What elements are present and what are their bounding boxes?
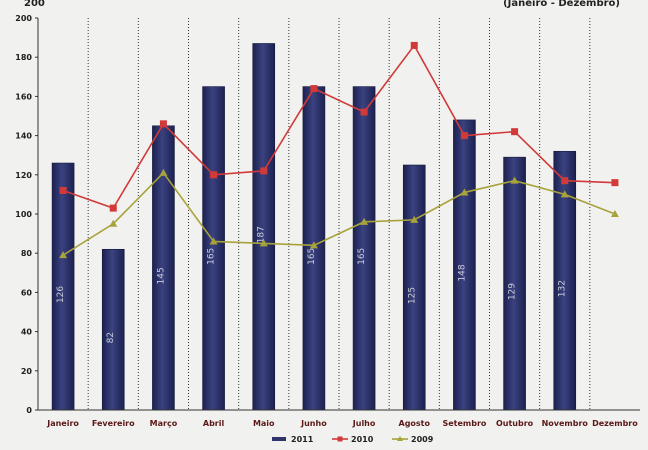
marker-2010 <box>159 120 167 128</box>
marker-2010 <box>460 132 468 140</box>
marker-2010 <box>561 177 569 185</box>
bar-data-label: 148 <box>457 264 467 281</box>
marker-2010 <box>260 167 268 175</box>
marker-2010 <box>410 41 418 49</box>
x-tick-label: Dezembro <box>592 419 638 428</box>
marker-2010 <box>59 186 67 194</box>
y-tick-label: 20 <box>21 367 33 376</box>
legend-marker-2009 <box>397 436 403 441</box>
marker-2009 <box>560 190 569 198</box>
bar-data-label: 82 <box>106 332 116 343</box>
marker-2009 <box>610 210 619 217</box>
legend-marker-2010 <box>337 436 343 442</box>
marker-2010 <box>511 128 519 136</box>
y-tick-label: 60 <box>21 288 33 297</box>
x-tick-label: Fevereiro <box>92 419 135 428</box>
grid <box>87 18 591 410</box>
bar-data-label: 132 <box>558 280 568 297</box>
y-axis-ticks: 0 20 40 60 80 100 120 140 160 180 200 <box>15 14 38 415</box>
marker-2009 <box>109 219 118 227</box>
x-tick-label: Outubro <box>496 419 534 428</box>
x-tick-label: Abril <box>203 419 225 428</box>
bar-series-2011 <box>51 43 577 411</box>
x-tick-label: Novembro <box>542 419 589 428</box>
y-tick-label: 100 <box>15 210 32 219</box>
marker-2010 <box>360 108 368 116</box>
marker-2009 <box>410 215 419 223</box>
marker-2009 <box>460 188 469 196</box>
bar-data-label: 125 <box>407 287 417 304</box>
marker-2010 <box>210 171 218 179</box>
y-tick-label: 120 <box>15 171 32 180</box>
y-tick-label: 0 <box>26 406 32 415</box>
legend-label-2011: 2011 <box>291 435 314 444</box>
x-tick-label: Agosto <box>399 419 431 428</box>
bar-data-label: 165 <box>307 248 317 265</box>
x-tick-label: Junho <box>300 419 327 428</box>
x-axis-labels: Janeiro Fevereiro Março Abril Maio Junho Julho… <box>46 419 638 428</box>
bar-data-label: 165 <box>357 248 367 265</box>
marker-2009 <box>360 217 369 225</box>
bar-data-label: 145 <box>156 267 166 284</box>
x-tick-label: Julho <box>352 419 376 428</box>
y-tick-label: 160 <box>15 92 32 101</box>
legend-label-2009: 2009 <box>411 435 434 444</box>
bar-data-label: 187 <box>257 226 267 243</box>
x-tick-label: Setembro <box>442 419 486 428</box>
marker-2009 <box>309 241 318 249</box>
marker-2009 <box>59 251 68 259</box>
legend: 2011 2010 2009 <box>272 435 434 444</box>
y-tick-label: 200 <box>15 14 32 23</box>
legend-label-2010: 2010 <box>351 435 374 444</box>
marker-2010 <box>109 204 117 212</box>
bar-data-label: 126 <box>56 286 66 303</box>
clipped-title: 200 (Janeiro - Dezembro) <box>24 0 620 9</box>
marker-2010 <box>310 85 318 93</box>
legend-swatch-2011 <box>272 437 286 441</box>
bar-data-label: 165 <box>207 248 217 265</box>
marker-2009 <box>510 176 519 184</box>
bar-labels: 126 82 145 165 187 165 165 125 148 129 132 <box>56 226 568 343</box>
title-fragment-left: 200 <box>24 0 45 9</box>
marker-2009 <box>259 239 268 247</box>
y-tick-label: 180 <box>15 53 32 62</box>
y-tick-label: 40 <box>21 328 33 337</box>
y-tick-label: 140 <box>15 132 32 141</box>
title-fragment-right: (Janeiro - Dezembro) <box>503 0 620 9</box>
line-series <box>59 41 619 259</box>
x-tick-label: Janeiro <box>46 419 79 428</box>
x-tick-label: Março <box>150 419 178 428</box>
marker-2009 <box>159 168 168 176</box>
x-tick-label: Maio <box>253 419 275 428</box>
marker-2010 <box>611 179 619 187</box>
series-line-2010 <box>62 43 615 210</box>
bar <box>101 248 125 411</box>
y-tick-label: 80 <box>21 249 33 258</box>
series-line-2009 <box>62 171 616 256</box>
marker-2009 <box>209 237 218 245</box>
bar-data-label: 129 <box>508 283 518 300</box>
